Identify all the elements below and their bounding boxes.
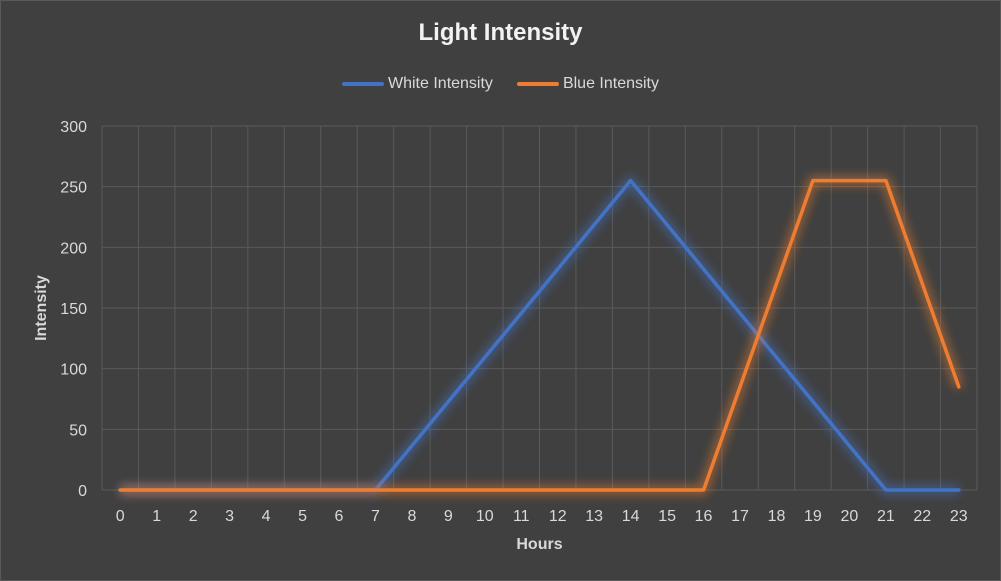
- x-tick-label: 4: [262, 508, 271, 525]
- x-tick-label: 11: [513, 508, 530, 525]
- x-tick-label: 13: [585, 508, 603, 525]
- x-tick-label: 2: [189, 508, 198, 525]
- chart-title: Light Intensity: [418, 19, 583, 46]
- x-tick-label: 7: [371, 508, 380, 525]
- x-axis-title: Hours: [516, 536, 562, 553]
- x-tick-label: 3: [225, 508, 234, 525]
- x-tick-label: 16: [695, 508, 713, 525]
- y-tick-label: 250: [60, 180, 87, 197]
- legend-item-white: White Intensity: [342, 75, 493, 93]
- x-tick-label: 22: [913, 508, 931, 525]
- x-tick-label: 8: [407, 508, 416, 525]
- x-tick-label: 9: [444, 508, 453, 525]
- series-line-1: [118, 178, 961, 492]
- x-tick-label: 17: [731, 508, 749, 525]
- x-tick-label: 15: [658, 508, 676, 525]
- y-tick-label: 0: [78, 483, 87, 500]
- x-tick-label: 19: [804, 508, 822, 525]
- y-axis-title: Intensity: [33, 275, 50, 341]
- legend-swatch-blue: [516, 82, 559, 86]
- x-tick-label: 1: [152, 508, 161, 525]
- gridlines: [101, 125, 978, 491]
- series-lines: [118, 176, 964, 495]
- x-tick-label: 14: [622, 508, 640, 525]
- y-tick-label: 200: [60, 240, 87, 257]
- x-tick-label: 6: [335, 508, 344, 525]
- legend-label-blue: Blue Intensity: [562, 75, 659, 92]
- x-tick-label: 12: [549, 508, 567, 525]
- x-tick-label: 21: [877, 508, 895, 525]
- x-tick-label: 0: [116, 508, 125, 525]
- x-tick-label: 18: [768, 508, 786, 525]
- legend-swatch-white: [342, 82, 384, 86]
- legend-item-blue: Blue Intensity: [516, 75, 659, 93]
- y-tick-label: 300: [60, 119, 87, 136]
- legend: White Intensity Blue Intensity: [1, 75, 1000, 93]
- y-tick-label: 50: [69, 422, 87, 439]
- x-tick-label: 20: [840, 508, 858, 525]
- x-tick-label: 5: [298, 508, 307, 525]
- y-tick-label: 100: [60, 362, 87, 379]
- legend-label-white: White Intensity: [388, 75, 493, 92]
- x-tick-label: 23: [950, 508, 968, 525]
- y-tick-label: 150: [60, 301, 87, 318]
- x-tick-label: 10: [476, 508, 494, 525]
